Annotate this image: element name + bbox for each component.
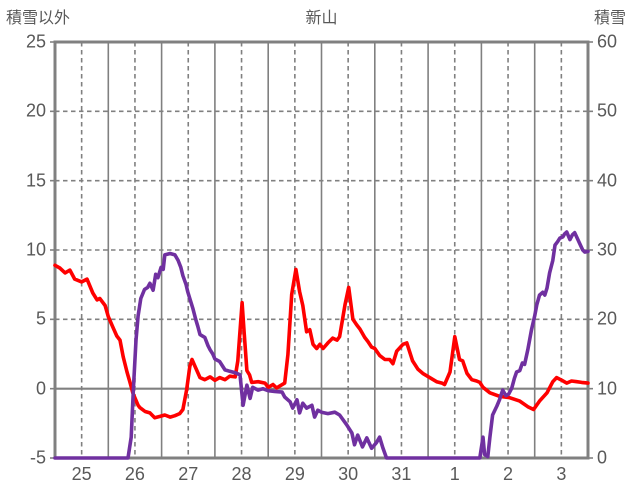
x-axis-tick-label: 28 — [231, 464, 252, 484]
chart-title: 新山 — [305, 10, 338, 27]
x-axis-tick-label: 3 — [556, 464, 567, 484]
x-axis-tick-label: 1 — [449, 464, 460, 484]
data-series — [53, 230, 590, 460]
left-axis-tick-label: 25 — [25, 31, 46, 52]
right-axis-title: 積雪 — [593, 10, 626, 27]
right-axis-tick-label: 50 — [597, 100, 618, 121]
axis-tick-marks — [50, 41, 593, 459]
right-axis-tick-label: 30 — [597, 239, 618, 260]
series-line-red — [53, 263, 590, 420]
right-axis-tick-label: 20 — [597, 308, 618, 329]
right-axis-tick-label: 40 — [597, 170, 618, 191]
x-axis-tick-label: 2 — [503, 464, 514, 484]
right-axis-tick-label: 10 — [597, 378, 618, 399]
right-axis-tick-label: 60 — [597, 31, 618, 52]
series-line-purple — [53, 230, 590, 460]
x-axis-tick-label: 31 — [391, 464, 412, 484]
left-axis-tick-label: 0 — [35, 378, 46, 399]
left-axis-title: 積雪以外 — [6, 10, 71, 27]
x-axis-tick-label: 26 — [124, 464, 145, 484]
x-axis-tick-label: 30 — [338, 464, 359, 484]
left-axis-tick-label: 15 — [25, 170, 46, 191]
left-axis-tick-label: -5 — [29, 447, 46, 468]
x-axis-tick-label: 29 — [284, 464, 305, 484]
left-axis-tick-label: 20 — [25, 100, 46, 121]
x-axis-tick-label: 27 — [178, 464, 199, 484]
x-axis-tick-label: 25 — [71, 464, 92, 484]
left-axis-tick-label: 10 — [25, 239, 46, 260]
left-axis-tick-label: 5 — [35, 308, 46, 329]
right-axis-tick-label: 0 — [597, 447, 608, 468]
